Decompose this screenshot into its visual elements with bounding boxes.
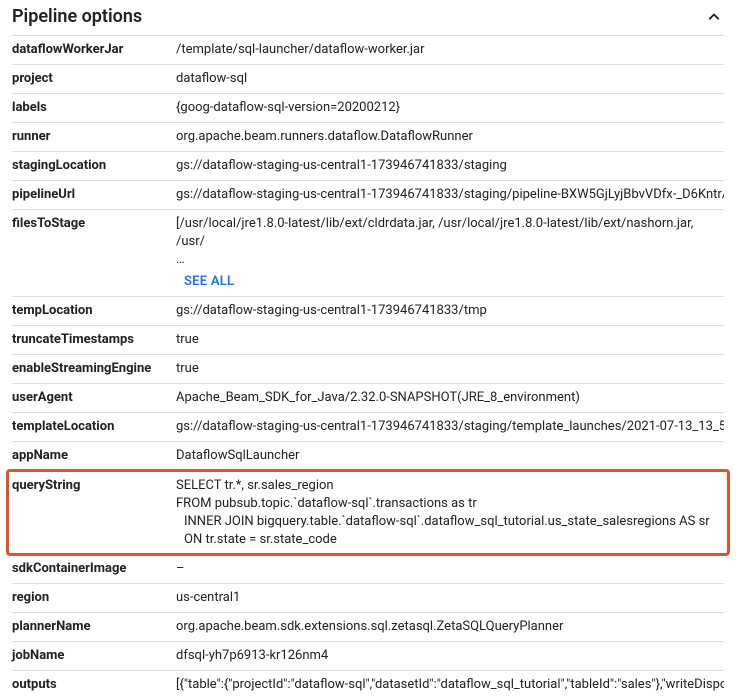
highlighted-region: queryString SELECT tr.*, sr.sales_region… [12, 471, 724, 554]
key-label: runner [12, 123, 176, 152]
key-label: pipelineUrl [12, 181, 176, 210]
query-line: ON tr.state = sr.state_code [176, 531, 720, 549]
value-text: true [176, 355, 724, 384]
value-text: true [176, 326, 724, 355]
key-label: dataflowWorkerJar [12, 36, 176, 65]
value-ellipsis: … [176, 252, 185, 267]
value-text: Apache_Beam_SDK_for_Java/2.32.0-SNAPSHOT… [176, 384, 724, 413]
key-label: region [12, 584, 176, 613]
query-line: FROM pubsub.topic.`dataflow-sql`.transac… [176, 495, 720, 513]
query-line: INNER JOIN bigquery.table.`dataflow-sql`… [176, 513, 720, 531]
key-label: plannerName [12, 613, 176, 642]
chevron-up-icon[interactable] [704, 7, 724, 27]
value-text: org.apache.beam.sdk.extensions.sql.zetas… [176, 613, 724, 642]
value-text: SELECT tr.*, sr.sales_region FROM pubsub… [176, 472, 724, 555]
row-queryString: queryString SELECT tr.*, sr.sales_region… [12, 471, 724, 555]
key-label: appName [12, 442, 176, 471]
key-label: enableStreamingEngine [12, 355, 176, 384]
row-userAgent: userAgent Apache_Beam_SDK_for_Java/2.32.… [12, 384, 724, 413]
row-plannerName: plannerName org.apache.beam.sdk.extensio… [12, 613, 724, 642]
key-label: userAgent [12, 384, 176, 413]
panel-header[interactable]: Pipeline options [12, 0, 724, 35]
key-label: labels [12, 94, 176, 123]
key-label: truncateTimestamps [12, 326, 176, 355]
see-all-button[interactable]: SEE ALL [176, 269, 234, 291]
key-label: queryString [12, 472, 176, 555]
value-text: dataflow-sql [176, 65, 724, 94]
row-pipelineUrl: pipelineUrl gs://dataflow-staging-us-cen… [12, 181, 724, 210]
value-text: us-central1 [176, 584, 724, 613]
value-text: {goog-dataflow-sql-version=20200212} [176, 94, 724, 123]
key-label: templateLocation [12, 413, 176, 442]
row-templateLocation: templateLocation gs://dataflow-staging-u… [12, 413, 724, 442]
row-dataflowWorkerJar: dataflowWorkerJar /template/sql-launcher… [12, 36, 724, 65]
value-text: /template/sql-launcher/dataflow-worker.j… [176, 36, 724, 65]
key-label: tempLocation [12, 297, 176, 326]
value-text: DataflowSqlLauncher [176, 442, 724, 471]
row-truncateTimestamps: truncateTimestamps true [12, 326, 724, 355]
options-table: dataflowWorkerJar /template/sql-launcher… [12, 35, 724, 699]
value-text: org.apache.beam.runners.dataflow.Dataflo… [176, 123, 724, 152]
value-text: dfsql-yh7p6913-kr126nm4 [176, 642, 724, 671]
value-text: gs://dataflow-staging-us-central1-173946… [176, 152, 724, 181]
key-label: outputs [12, 671, 176, 699]
key-label: stagingLocation [12, 152, 176, 181]
row-enableStreamingEngine: enableStreamingEngine true [12, 355, 724, 384]
value-text: gs://dataflow-staging-us-central1-173946… [176, 297, 724, 326]
value-text: [/usr/local/jre1.8.0-latest/lib/ext/cldr… [176, 210, 724, 297]
value-text: gs://dataflow-staging-us-central1-173946… [176, 413, 724, 442]
panel-title: Pipeline options [12, 6, 142, 27]
value-text: [{"table":{"projectId":"dataflow-sql","d… [176, 671, 724, 699]
row-stagingLocation: stagingLocation gs://dataflow-staging-us… [12, 152, 724, 181]
value-line: [/usr/local/jre1.8.0-latest/lib/ext/cldr… [176, 216, 693, 249]
key-label: sdkContainerImage [12, 555, 176, 584]
row-jobName: jobName dfsql-yh7p6913-kr126nm4 [12, 642, 724, 671]
key-label: filesToStage [12, 210, 176, 297]
row-project: project dataflow-sql [12, 65, 724, 94]
row-sdkContainerImage: sdkContainerImage – [12, 555, 724, 584]
key-label: jobName [12, 642, 176, 671]
row-labels: labels {goog-dataflow-sql-version=202002… [12, 94, 724, 123]
row-tempLocation: tempLocation gs://dataflow-staging-us-ce… [12, 297, 724, 326]
row-runner: runner org.apache.beam.runners.dataflow.… [12, 123, 724, 152]
row-region: region us-central1 [12, 584, 724, 613]
row-appName: appName DataflowSqlLauncher [12, 442, 724, 471]
row-filesToStage: filesToStage [/usr/local/jre1.8.0-latest… [12, 210, 724, 297]
value-text: – [176, 555, 724, 584]
value-text: gs://dataflow-staging-us-central1-173946… [176, 181, 724, 210]
query-line: SELECT tr.*, sr.sales_region [176, 477, 720, 495]
pipeline-options-panel: Pipeline options dataflowWorkerJar /temp… [0, 0, 736, 699]
row-outputs: outputs [{"table":{"projectId":"dataflow… [12, 671, 724, 699]
key-label: project [12, 65, 176, 94]
